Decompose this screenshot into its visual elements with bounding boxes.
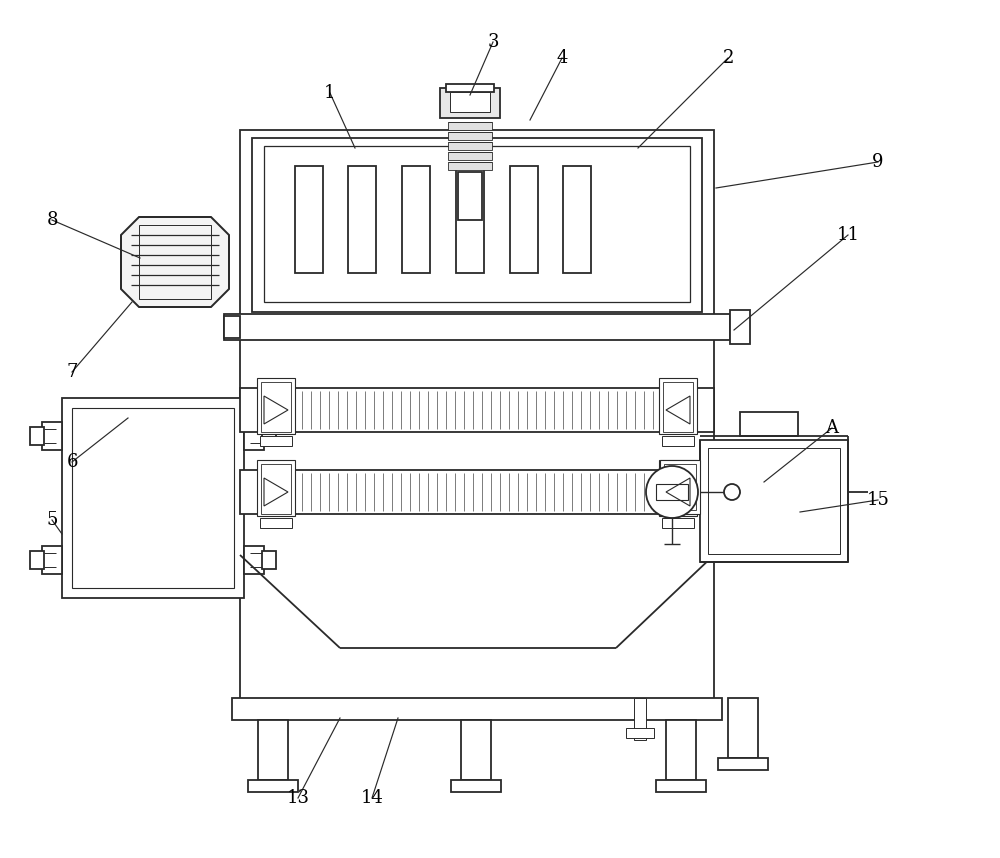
Bar: [662, 436, 694, 446]
Bar: [664, 464, 696, 510]
Bar: [634, 698, 646, 740]
Bar: [666, 720, 696, 780]
Text: 11: 11: [836, 226, 860, 244]
Bar: [224, 314, 730, 340]
Bar: [728, 698, 758, 758]
Bar: [295, 166, 323, 273]
Bar: [72, 408, 234, 588]
Bar: [659, 460, 697, 516]
Bar: [348, 166, 376, 273]
Bar: [402, 166, 430, 273]
Bar: [240, 388, 714, 432]
Bar: [662, 518, 694, 528]
Bar: [248, 780, 298, 792]
Bar: [30, 427, 44, 445]
Bar: [663, 464, 693, 514]
Bar: [261, 464, 291, 514]
Polygon shape: [121, 217, 229, 307]
Text: A: A: [826, 419, 838, 437]
Bar: [730, 310, 750, 344]
Text: 13: 13: [287, 789, 310, 807]
Text: 14: 14: [361, 789, 383, 807]
Text: 2: 2: [722, 49, 734, 67]
Bar: [62, 398, 244, 598]
Bar: [446, 84, 494, 92]
Bar: [240, 470, 714, 514]
Bar: [458, 172, 482, 220]
Bar: [663, 382, 693, 432]
Bar: [139, 225, 211, 299]
Bar: [708, 448, 840, 554]
Bar: [659, 378, 697, 434]
Bar: [260, 436, 292, 446]
Bar: [660, 460, 700, 514]
Bar: [42, 422, 62, 450]
Bar: [461, 720, 491, 780]
Bar: [262, 551, 276, 569]
Text: 1: 1: [324, 84, 336, 102]
Text: 7: 7: [66, 363, 78, 381]
Bar: [700, 440, 848, 562]
Bar: [252, 138, 702, 312]
Bar: [244, 422, 264, 450]
Bar: [510, 166, 538, 273]
Bar: [440, 88, 500, 118]
Bar: [240, 130, 714, 700]
Circle shape: [646, 466, 698, 518]
Bar: [224, 316, 240, 338]
Bar: [42, 546, 62, 574]
Text: 8: 8: [46, 211, 58, 229]
Text: 6: 6: [66, 453, 78, 471]
Bar: [656, 484, 688, 500]
Bar: [264, 146, 690, 302]
Bar: [448, 142, 492, 150]
Bar: [448, 122, 492, 130]
Text: 4: 4: [556, 49, 568, 67]
Bar: [232, 698, 722, 720]
Bar: [456, 166, 484, 273]
Bar: [258, 720, 288, 780]
Text: 15: 15: [867, 491, 889, 509]
Bar: [718, 758, 768, 770]
Bar: [244, 546, 264, 574]
Bar: [626, 728, 654, 738]
Bar: [257, 378, 295, 434]
Bar: [30, 551, 44, 569]
Bar: [448, 132, 492, 140]
Bar: [448, 162, 492, 170]
Bar: [450, 92, 490, 112]
Bar: [451, 780, 501, 792]
Bar: [656, 780, 706, 792]
Text: 9: 9: [872, 153, 884, 171]
Bar: [262, 427, 276, 445]
Circle shape: [724, 484, 740, 500]
Text: 5: 5: [46, 511, 58, 529]
Bar: [448, 152, 492, 160]
Bar: [563, 166, 591, 273]
Bar: [740, 412, 798, 436]
Bar: [257, 460, 295, 516]
Bar: [260, 518, 292, 528]
Text: 3: 3: [487, 33, 499, 51]
Bar: [261, 382, 291, 432]
